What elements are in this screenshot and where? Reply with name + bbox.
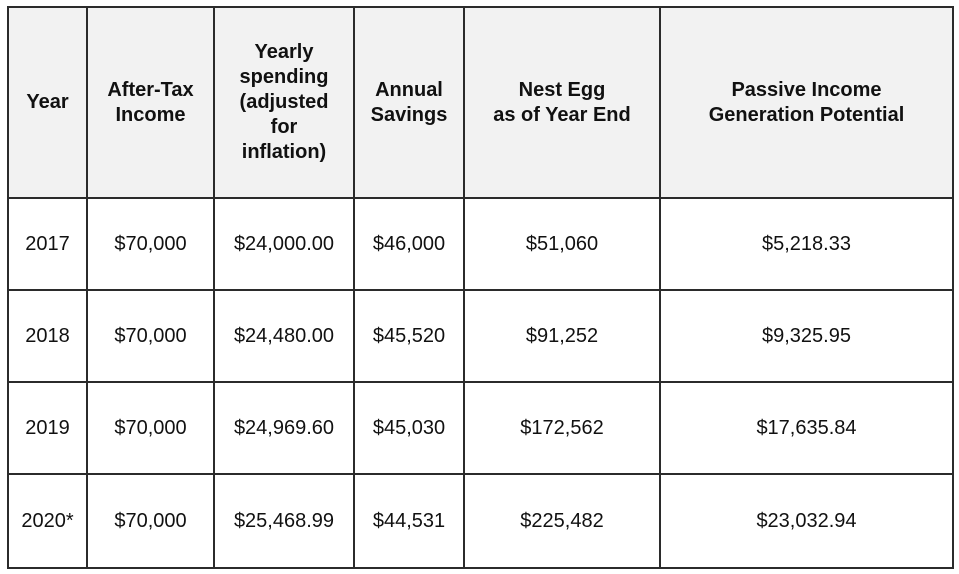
- table-row: 2018 $70,000 $24,480.00 $45,520 $91,252 …: [7, 289, 954, 383]
- table-header: Year After-Tax Income Yearly spending (a…: [7, 6, 954, 199]
- savings-table: Year After-Tax Income Yearly spending (a…: [7, 6, 954, 569]
- cell-year: 2020*: [7, 473, 88, 569]
- table-body: 2017 $70,000 $24,000.00 $46,000 $51,060 …: [7, 197, 954, 569]
- cell-nest-egg: $91,252: [463, 289, 661, 383]
- cell-year: 2017: [7, 197, 88, 291]
- cell-annual-savings: $46,000: [353, 197, 465, 291]
- header-after-tax-income: After-Tax Income: [86, 6, 215, 199]
- table-row: 2019 $70,000 $24,969.60 $45,030 $172,562…: [7, 381, 954, 475]
- cell-yearly-spending: $24,969.60: [213, 381, 355, 475]
- header-annual-savings: Annual Savings: [353, 6, 465, 199]
- cell-after-tax-income: $70,000: [86, 473, 215, 569]
- header-year: Year: [7, 6, 88, 199]
- cell-passive-income: $5,218.33: [659, 197, 954, 291]
- cell-year: 2018: [7, 289, 88, 383]
- cell-passive-income: $9,325.95: [659, 289, 954, 383]
- cell-yearly-spending: $25,468.99: [213, 473, 355, 569]
- table-row: 2020* $70,000 $25,468.99 $44,531 $225,48…: [7, 473, 954, 569]
- cell-passive-income: $23,032.94: [659, 473, 954, 569]
- cell-after-tax-income: $70,000: [86, 197, 215, 291]
- cell-nest-egg: $51,060: [463, 197, 661, 291]
- cell-after-tax-income: $70,000: [86, 289, 215, 383]
- cell-nest-egg: $172,562: [463, 381, 661, 475]
- cell-passive-income: $17,635.84: [659, 381, 954, 475]
- header-nest-egg: Nest Egg as of Year End: [463, 6, 661, 199]
- cell-yearly-spending: $24,480.00: [213, 289, 355, 383]
- cell-annual-savings: $44,531: [353, 473, 465, 569]
- header-passive-income: Passive Income Generation Potential: [659, 6, 954, 199]
- cell-after-tax-income: $70,000: [86, 381, 215, 475]
- header-yearly-spending: Yearly spending (adjusted for inflation): [213, 6, 355, 199]
- cell-yearly-spending: $24,000.00: [213, 197, 355, 291]
- cell-year: 2019: [7, 381, 88, 475]
- cell-annual-savings: $45,030: [353, 381, 465, 475]
- cell-nest-egg: $225,482: [463, 473, 661, 569]
- table-row: 2017 $70,000 $24,000.00 $46,000 $51,060 …: [7, 197, 954, 291]
- cell-annual-savings: $45,520: [353, 289, 465, 383]
- header-row: Year After-Tax Income Yearly spending (a…: [7, 6, 954, 199]
